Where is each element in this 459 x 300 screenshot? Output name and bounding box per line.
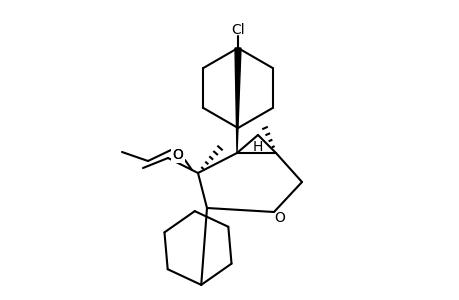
Text: O: O xyxy=(172,148,183,162)
Text: O: O xyxy=(172,148,183,162)
Text: Cl: Cl xyxy=(231,23,244,37)
Polygon shape xyxy=(235,48,241,153)
Text: H: H xyxy=(252,140,263,154)
Text: O: O xyxy=(274,211,285,225)
